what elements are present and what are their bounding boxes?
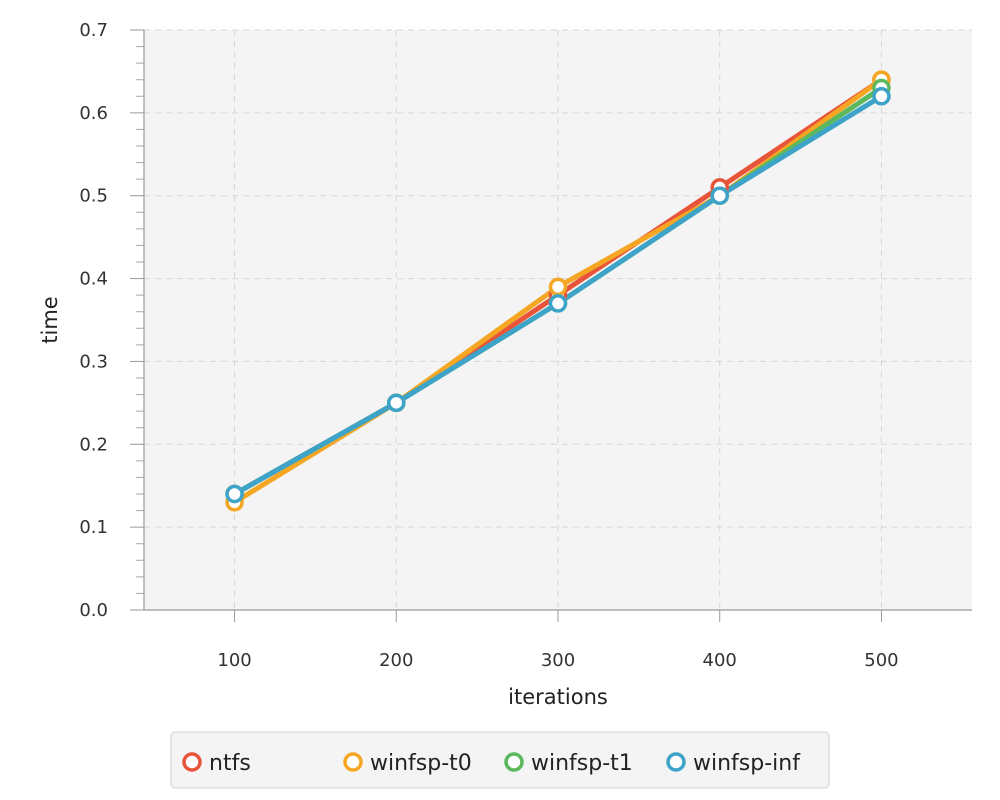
y-axis-ticks: 0.0 0.1 0.2 0.3 0.4 0.5 0.6 0.7	[79, 20, 108, 621]
series-group	[225, 70, 891, 512]
y-tick-label: 0.7	[79, 20, 108, 41]
legend-label-winfsp-inf: winfsp-inf	[693, 751, 801, 776]
y-tick-label: 0.1	[79, 517, 108, 538]
y-tick-label: 0.3	[79, 351, 108, 372]
y-tick-label: 0.2	[79, 434, 108, 455]
y-tick-label: 0.0	[79, 600, 108, 621]
axes	[130, 29, 972, 622]
legend-marker-ntfs	[182, 752, 202, 772]
y-axis-title: time	[38, 296, 62, 343]
x-axis-ticks: 100 200 300 400 500	[217, 650, 898, 671]
x-axis-title: iterations	[508, 685, 608, 709]
y-tick-label: 0.4	[79, 269, 108, 290]
legend-label-winfsp-t1: winfsp-t1	[531, 751, 633, 776]
data-point-winfsp-t0	[548, 277, 568, 297]
x-tick-label: 200	[379, 650, 413, 671]
legend-box	[170, 731, 830, 789]
y-tick-label: 0.6	[79, 103, 108, 124]
x-tick-label: 300	[541, 650, 575, 671]
data-point-winfsp-inf	[225, 484, 244, 504]
data-point-winfsp-inf	[710, 186, 729, 205]
data-point-winfsp-inf	[387, 393, 406, 413]
x-tick-label: 400	[703, 650, 737, 671]
x-tick-label: 100	[217, 650, 251, 671]
legend-label-ntfs: ntfs	[209, 751, 251, 776]
legend-marker-winfsp-t0	[343, 752, 363, 772]
legend: ntfs winfsp-t0 winfsp-t1 winfsp-inf	[170, 731, 830, 789]
x-tick-label: 500	[864, 650, 898, 671]
legend-label-winfsp-t0: winfsp-t0	[370, 751, 472, 776]
data-point-winfsp-inf	[548, 294, 568, 313]
legend-marker-winfsp-inf	[666, 752, 686, 772]
data-point-winfsp-inf	[872, 87, 891, 106]
y-tick-label: 0.5	[79, 186, 108, 207]
legend-marker-winfsp-t1	[504, 752, 524, 772]
grid	[144, 29, 972, 610]
